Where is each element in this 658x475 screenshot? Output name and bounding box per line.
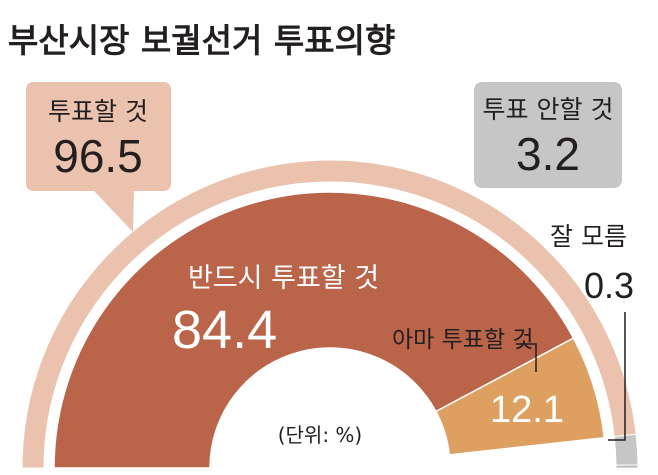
inner-segment-definitely-vote [53, 191, 575, 469]
callout-will-vote-value: 96.5 [53, 130, 143, 182]
dont-know-label: 잘 모름 [550, 222, 627, 251]
callout-will-not-vote-label: 투표 안할 것 [483, 95, 614, 124]
inner-segment-probably-vote [434, 337, 606, 456]
callout-will-not-vote-box [474, 82, 622, 188]
callout-will-not-vote-value: 3.2 [516, 128, 580, 180]
callout-will-vote-box [26, 82, 171, 232]
probably-vote-label: 아마 투표할 것 [392, 327, 534, 353]
unit-note: (단위: %) [278, 423, 363, 447]
outer-arc-dont-know [615, 464, 639, 469]
dont-know-value: 0.3 [584, 265, 634, 306]
outer-arc-will-not-vote [613, 433, 639, 466]
definitely-vote-value: 84.4 [172, 300, 277, 360]
chart-title: 부산시장 보궐선거 투표의향 [8, 21, 395, 60]
dont-know-leader-line [608, 312, 626, 441]
definitely-vote-label: 반드시 투표할 것 [188, 263, 379, 294]
callout-will-vote-label: 투표할 것 [48, 97, 148, 126]
probably-vote-value: 12.1 [490, 389, 564, 431]
probably-vote-leader-line [516, 343, 537, 372]
